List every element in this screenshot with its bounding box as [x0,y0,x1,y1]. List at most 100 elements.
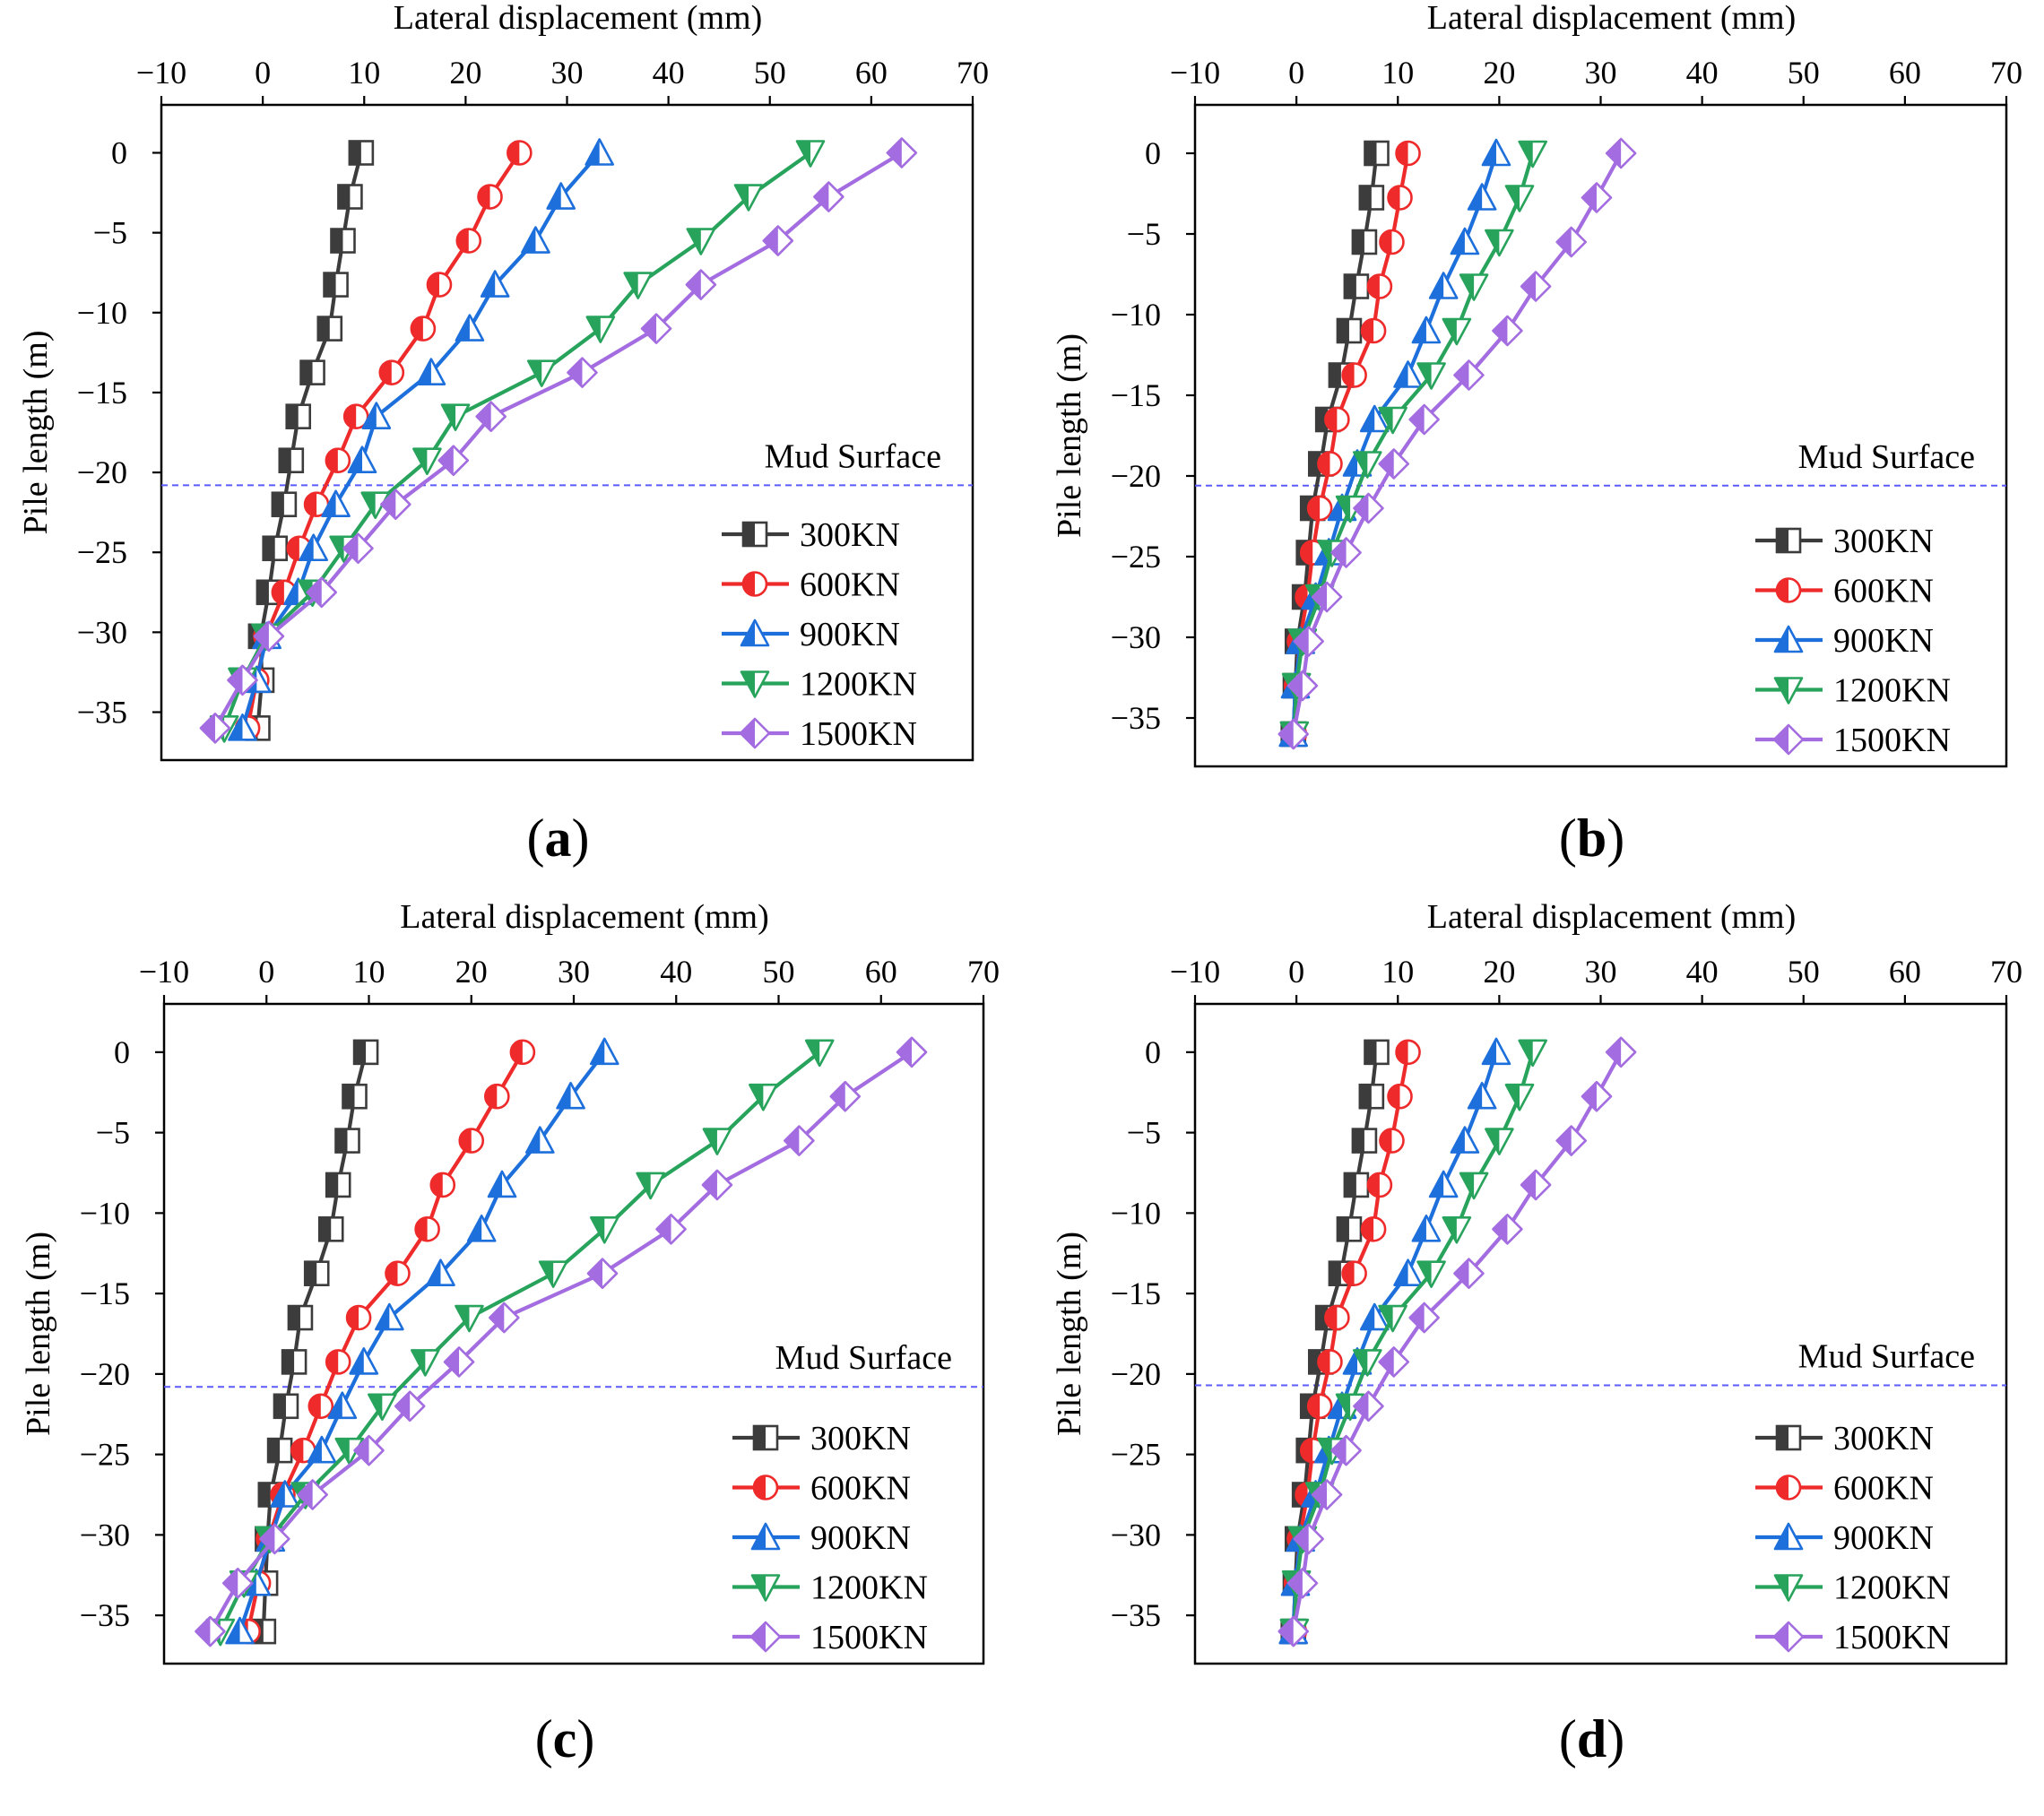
data-point-1200KN [1416,1260,1446,1288]
mud-surface-label: Mud Surface [1798,1337,1975,1375]
data-point-600KN [307,1393,334,1420]
y-tick-label: −5 [96,1115,130,1151]
data-point-300KN [1351,1128,1378,1154]
x-tick-label: 0 [258,954,274,990]
y-tick-label: 0 [111,134,127,170]
data-point-1500KN [1555,1125,1587,1156]
legend-label: 900KN [1833,622,1934,660]
data-point-900KN [1428,272,1459,299]
x-tick-label: 30 [1585,55,1617,91]
data-point-600KN [1366,273,1393,299]
x-tick-label: 0 [255,55,271,91]
data-point-300KN [342,1083,368,1110]
legend-label: 900KN [810,1519,911,1557]
x-tick-label: 60 [855,55,888,91]
data-point-1200KN [1518,140,1548,169]
y-tick-label: −30 [77,614,127,650]
data-point-1500KN [701,1169,733,1201]
data-point-900KN [225,1616,255,1645]
y-tick-label: −5 [1127,1115,1161,1151]
data-point-300KN [266,1437,293,1464]
data-point-1200KN [526,359,557,387]
legend-label: 300KN [800,516,900,554]
data-point-600KN [429,1172,456,1198]
data-point-900KN [1481,138,1511,167]
data-point-900KN [416,358,446,385]
x-tick-label: 60 [865,954,897,990]
data-point-1200KN [686,228,716,255]
data-point-600KN [484,1083,510,1110]
legend-label: 600KN [800,566,900,604]
y-tick-label: −30 [1111,619,1161,655]
data-point-300KN [1343,273,1370,299]
mud-surface-label: Mud Surface [1798,438,1975,476]
data-point-600KN [455,228,482,254]
data-point-600KN [477,184,503,210]
data-point-1500KN [829,1080,862,1112]
y-tick-label: −35 [80,1597,130,1633]
x-tick-label: 50 [763,954,795,990]
data-point-1500KN [1278,718,1310,750]
legend-marker-300KN [1775,527,1802,554]
legend-marker-1500KN [749,1621,782,1653]
data-point-300KN [285,403,312,429]
data-point-900KN [327,1391,358,1420]
legend-label: 600KN [810,1470,911,1508]
legend-label: 1500KN [800,715,917,753]
panel-b: −10 0 10 20 30 40 50 60 70 0 −5 −10 −15 −20 −25 −30 −35 L… [1051,0,2022,868]
data-point-900KN [524,1126,555,1154]
y-tick-label: −20 [1111,458,1161,494]
x-tick-label: 0 [1288,55,1304,91]
data-point-1200KN [1353,451,1382,479]
x-tick-label: 50 [1788,55,1820,91]
y-tick-label: −15 [1111,1276,1161,1311]
data-point-1500KN [1330,537,1362,568]
data-point-1500KN [784,1125,815,1156]
data-point-600KN [458,1128,485,1154]
legend-marker-300KN [1775,1424,1802,1451]
data-point-900KN [585,138,615,166]
y-tick-label: −25 [77,534,127,570]
x-tick-label: −10 [136,55,186,91]
data-point-1500KN [640,313,672,344]
data-point-1500KN [1311,1479,1343,1510]
data-point-600KN [507,140,533,166]
data-point-900KN [1450,1126,1480,1154]
legend-marker-1500KN [1772,723,1805,756]
legend-marker-900KN [1773,625,1804,653]
y-tick-label: −35 [77,695,127,731]
y-tick-label: −10 [1111,1195,1161,1231]
data-point-900KN [361,402,392,429]
data-point-1200KN [368,1393,397,1422]
data-point-1500KN [1378,1346,1410,1378]
data-point-300KN [337,184,363,210]
data-point-1500KN [1492,315,1523,347]
x-tick-label: 60 [1889,954,1921,990]
data-point-300KN [317,1216,344,1242]
data-point-600KN [1324,406,1350,433]
y-tick-label: −10 [77,295,127,331]
data-point-300KN [271,491,298,518]
data-point-1500KN [1293,626,1324,657]
y-tick-label: −15 [1111,377,1161,413]
legend-label: 600KN [1833,1470,1934,1508]
legend-marker-300KN [752,1424,779,1451]
data-point-1200KN [589,1216,619,1244]
series-line-1200KN [218,1051,821,1633]
data-point-900KN [455,314,485,342]
x-axis-title: Lateral displacement (mm) [1427,898,1797,936]
data-point-1500KN [1581,1080,1613,1112]
legend-marker-600KN [752,1474,779,1500]
y-tick-label: 0 [1145,1034,1161,1070]
data-point-900KN [556,1081,585,1110]
data-point-1200KN [585,316,616,343]
data-point-900KN [1411,316,1442,344]
data-point-600KN [378,359,405,385]
data-point-1500KN [1378,448,1410,480]
data-point-600KN [385,1260,411,1286]
y-tick-label: 0 [1145,135,1161,171]
data-point-1500KN [1293,1523,1324,1555]
data-point-1500KN [227,664,258,696]
legend-label: 600KN [1833,573,1934,610]
